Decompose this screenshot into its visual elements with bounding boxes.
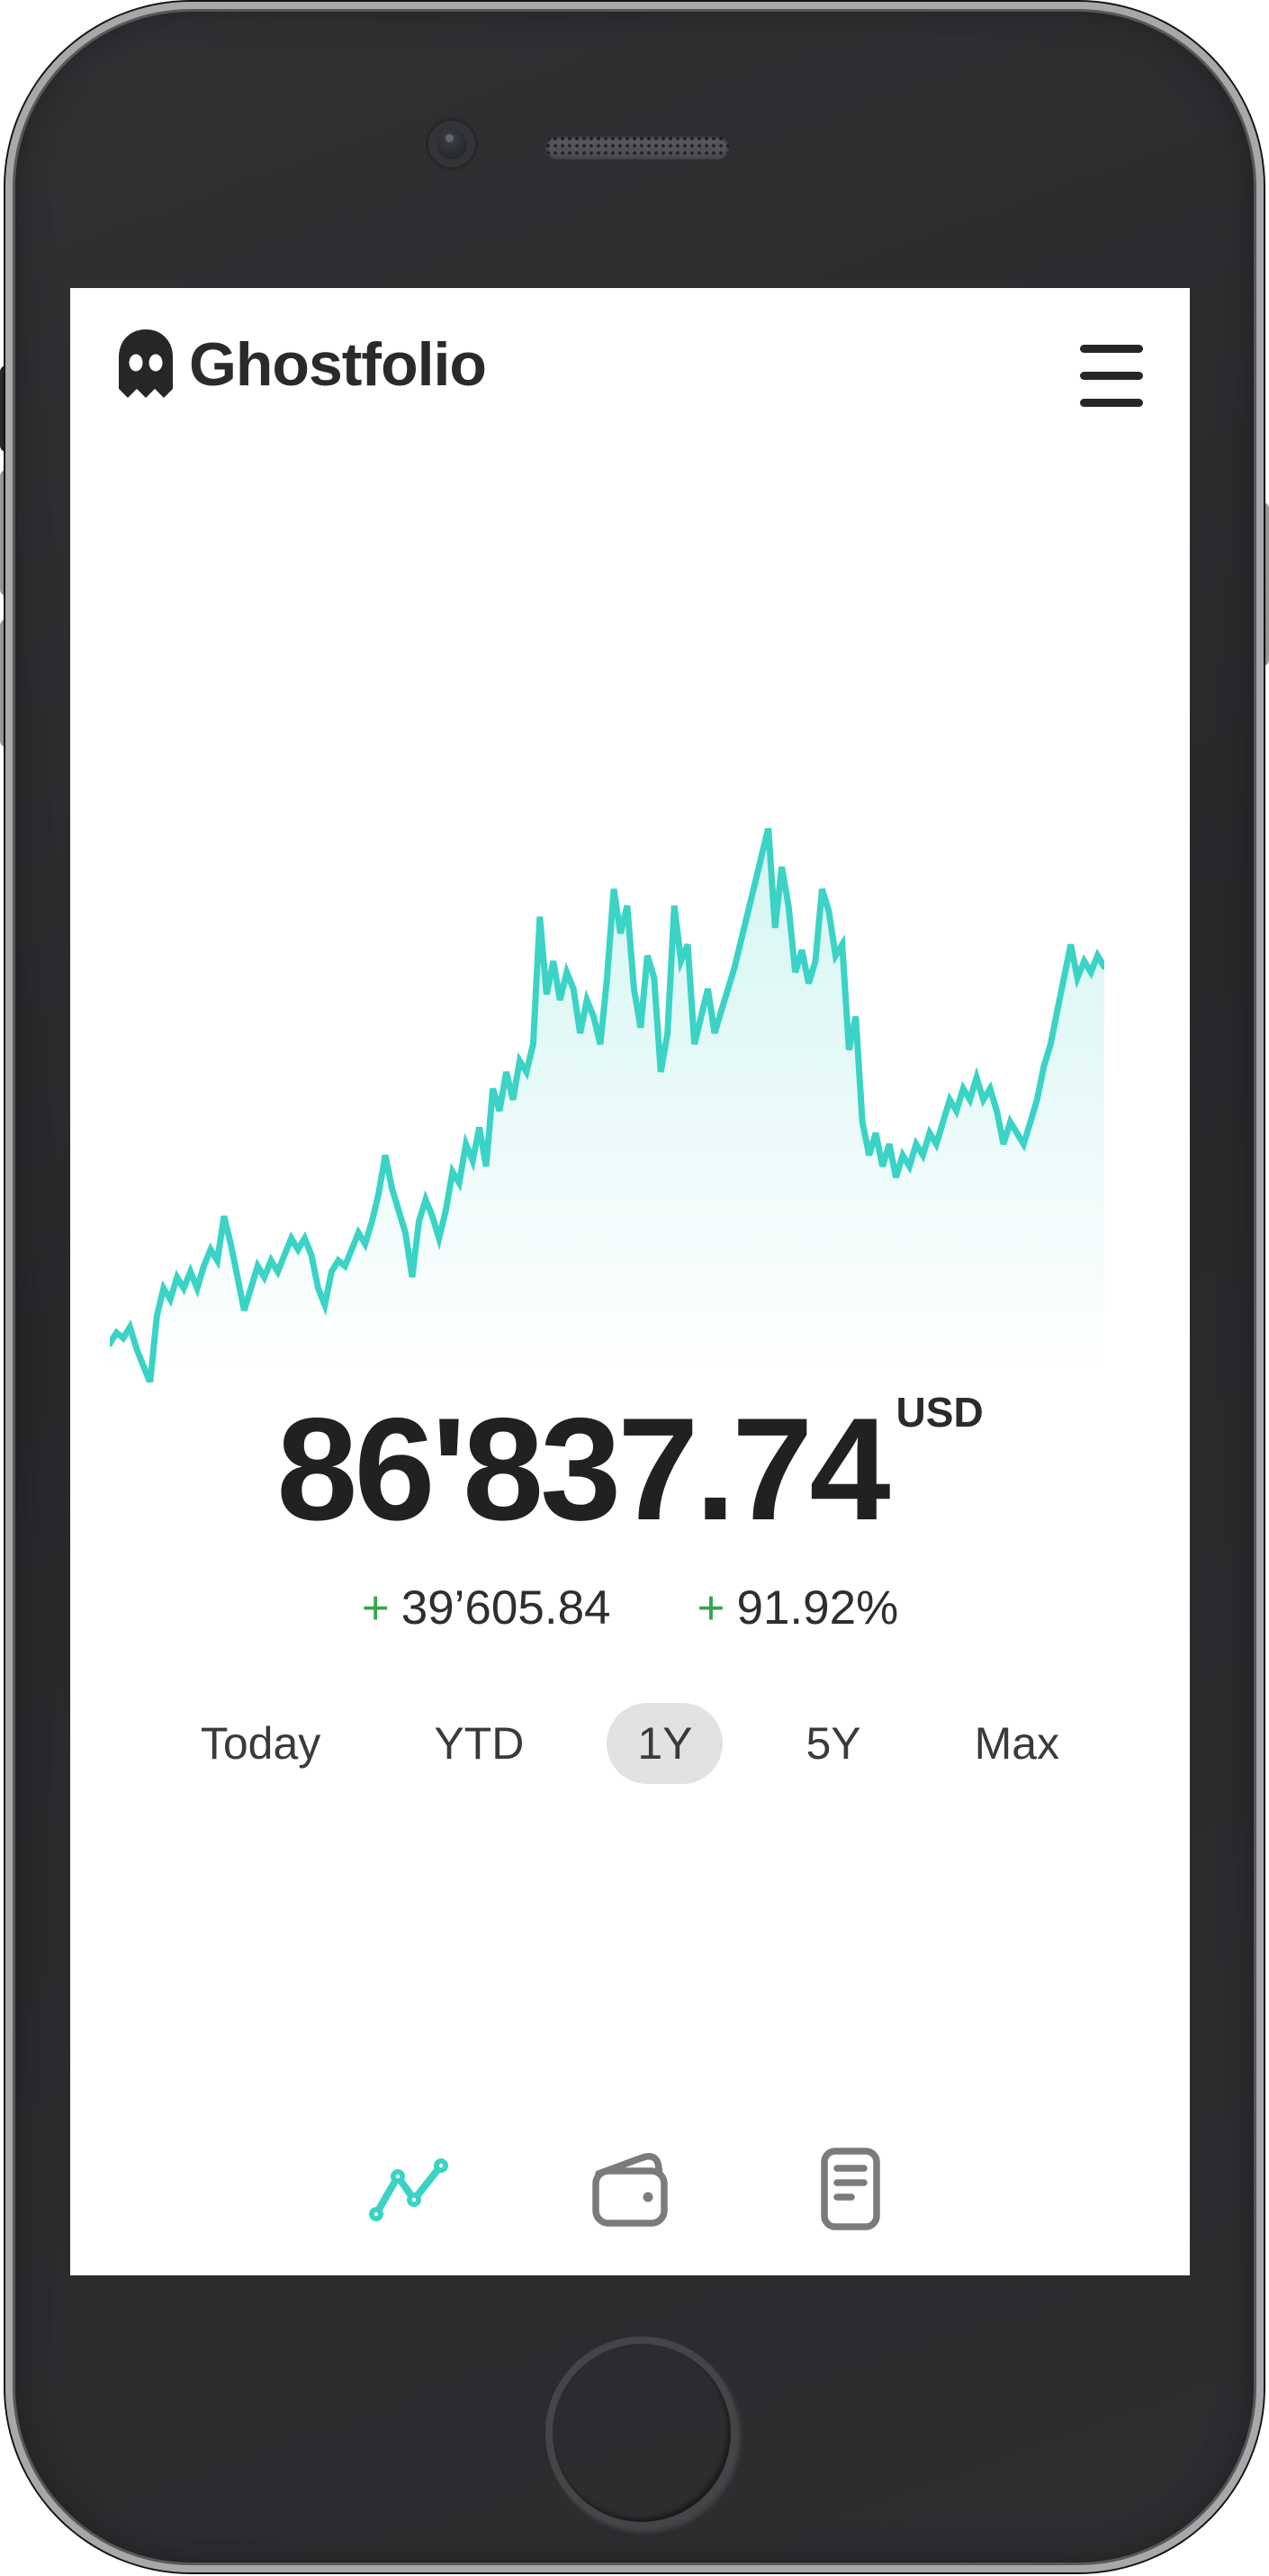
activities-document-icon	[821, 2148, 880, 2230]
wallet-icon	[592, 2153, 668, 2227]
ghost-icon	[119, 329, 173, 398]
portfolio-value-row: 86'837.74 USD	[70, 1388, 1190, 1551]
tab-max[interactable]: Max	[974, 1718, 1060, 1769]
plus-sign: +	[361, 1581, 390, 1635]
change-absolute: + 39’605.84	[362, 1581, 611, 1635]
app-header: Ghostfolio	[119, 324, 487, 405]
page-title: Ghostfolio	[189, 330, 487, 399]
front-camera	[428, 121, 475, 167]
change-percent: + 91.92%	[698, 1581, 899, 1635]
nav-performance[interactable]	[367, 2144, 454, 2230]
hamburger-menu-icon[interactable]	[1080, 345, 1143, 407]
earpiece-speaker	[545, 135, 729, 158]
portfolio-change-row: + 39’605.84 + 91.92%	[70, 1581, 1190, 1635]
tab-today[interactable]: Today	[200, 1718, 321, 1769]
currency-label: USD	[896, 1389, 984, 1436]
change-percent-value: 91.92%	[736, 1581, 899, 1635]
plus-sign: +	[697, 1581, 725, 1635]
tab-5y[interactable]: 5Y	[806, 1718, 861, 1769]
date-range-tabs: Today YTD 1Y 5Y Max	[70, 1703, 1190, 1784]
bottom-navigation	[70, 2144, 1190, 2230]
change-absolute-value: 39’605.84	[400, 1581, 611, 1635]
home-button	[545, 2337, 738, 2529]
nav-activities[interactable]	[806, 2144, 893, 2230]
nav-wallet[interactable]	[587, 2144, 673, 2230]
portfolio-total-value: 86'837.74	[276, 1388, 890, 1551]
performance-chart-svg	[106, 827, 1108, 1384]
tab-ytd[interactable]: YTD	[434, 1718, 525, 1769]
app-screen: Ghostfolio 86'837.74 USD + 39’605.84 +	[70, 288, 1190, 2275]
tab-1y[interactable]: 1Y	[607, 1703, 724, 1784]
performance-chart[interactable]	[106, 827, 1108, 1384]
performance-line-chart-icon	[369, 2158, 448, 2221]
